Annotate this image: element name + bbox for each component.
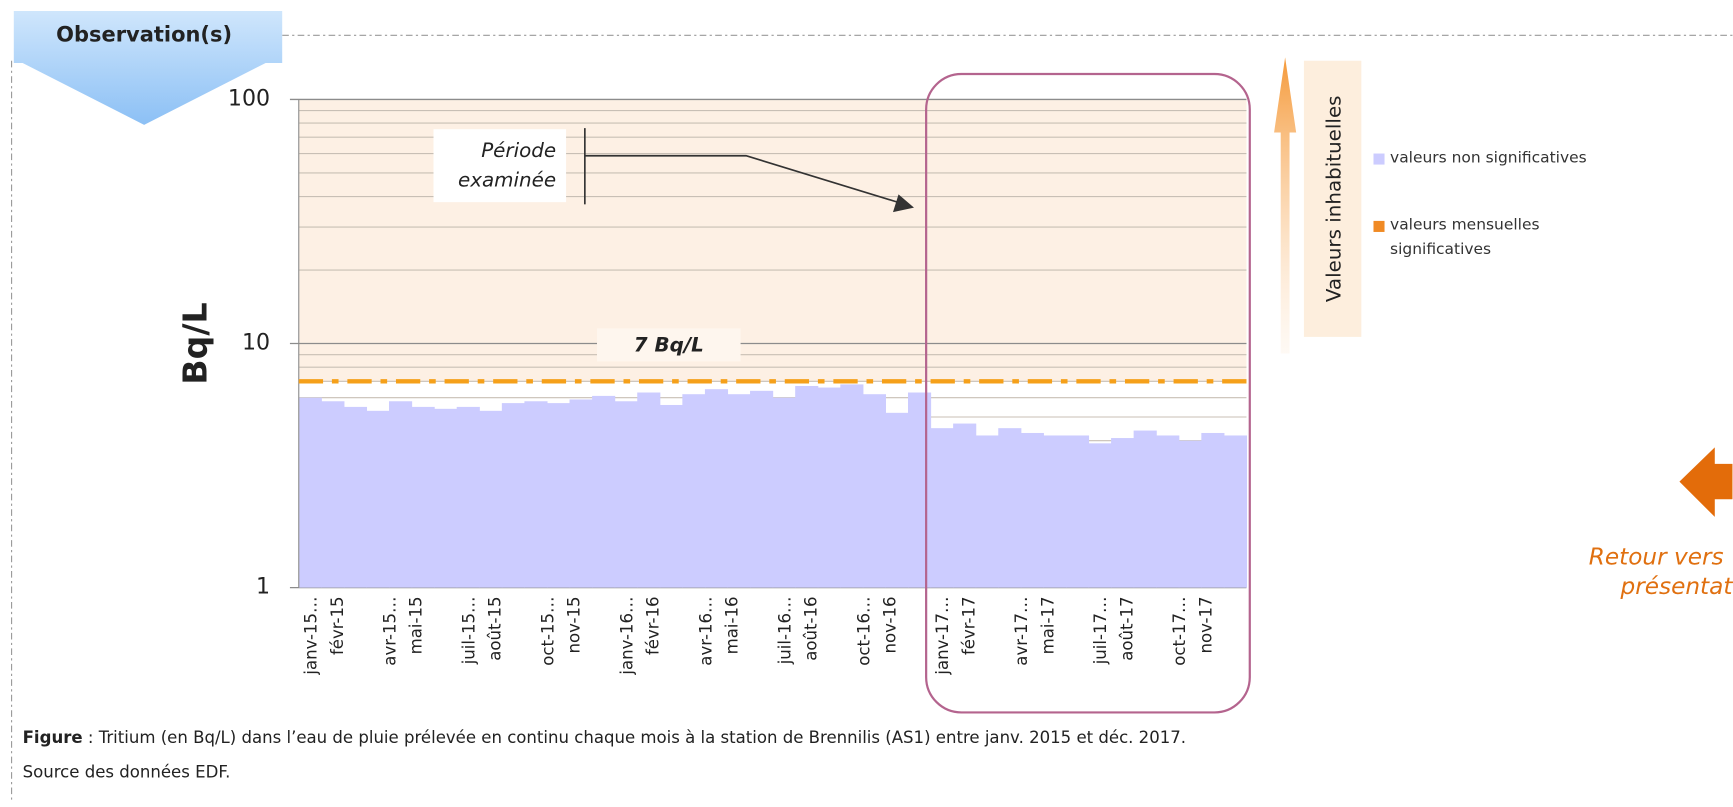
- bar: [321, 401, 345, 588]
- header: Observation(s): [56, 22, 232, 46]
- caption-lead: Figure: [23, 727, 83, 746]
- legend-item: valeurs mensuelles significatives: [1390, 216, 1540, 259]
- x-tick-label: août-17: [1117, 596, 1136, 660]
- bar: [1156, 435, 1180, 588]
- highlight-box: [925, 72, 1251, 714]
- caption: Figure : Tritium (en Bq/L) dans l’eau de…: [23, 727, 1186, 746]
- bar: [659, 404, 683, 588]
- x-tick-label: mai-16: [723, 596, 742, 654]
- x-tick-label: janv-15…: [301, 596, 320, 675]
- bar: [434, 408, 458, 588]
- bar: [817, 387, 841, 588]
- x-tick-label: nov-17: [1196, 596, 1215, 653]
- x-tick-label: août-16: [802, 596, 821, 660]
- x-tick-label: oct-16…: [854, 596, 873, 665]
- bar: [930, 428, 954, 588]
- bar: [885, 412, 909, 588]
- bar: [411, 406, 435, 588]
- bar: [1043, 435, 1067, 588]
- bar: [366, 410, 390, 588]
- bar: [862, 394, 886, 588]
- x-tick-label: juil-15…: [459, 596, 478, 665]
- bar: [456, 406, 480, 588]
- bar: [795, 385, 819, 588]
- x-tick-label: août-15: [486, 596, 505, 660]
- x-tick-label: avr-17…: [1012, 596, 1031, 665]
- period-label: Période: [481, 139, 556, 162]
- back-link[interactable]: Retour vers: [1589, 543, 1724, 570]
- x-tick-label: juil-17…: [1091, 596, 1110, 665]
- x-tick-label: févr-17: [960, 596, 979, 655]
- bar: [682, 394, 706, 588]
- bar: [727, 394, 751, 588]
- legend-label: valeurs mensuelles significatives: [1390, 216, 1540, 259]
- x-tick-label: avr-16…: [696, 596, 715, 665]
- bar: [343, 406, 368, 588]
- bar: [704, 389, 729, 588]
- up-arrow: [1274, 57, 1297, 354]
- threshold-label-bg: [596, 328, 741, 362]
- side-label-bg: [1303, 60, 1362, 337]
- bar: [637, 392, 661, 588]
- bar: [524, 401, 548, 588]
- back-link[interactable]: présentat: [1620, 573, 1733, 600]
- bar: [750, 390, 774, 588]
- x-tick-label: avr-15…: [380, 596, 399, 665]
- back-arrow[interactable]: [1679, 447, 1733, 517]
- x-tick-label: oct-17…: [1170, 596, 1189, 665]
- bar: [975, 435, 999, 588]
- x-tick-label: mai-17: [1039, 596, 1058, 654]
- header-shape: [13, 11, 283, 125]
- legend-item: valeurs non significatives: [1390, 149, 1587, 167]
- bar: [479, 410, 503, 588]
- legend-label: valeurs non significatives: [1390, 149, 1587, 167]
- bar: [1133, 430, 1157, 588]
- x-tick-label: mai-15: [407, 596, 426, 654]
- bar: [546, 403, 571, 588]
- period-arrow: [584, 154, 898, 203]
- threshold-label: 7 Bq/L: [634, 333, 704, 356]
- bar: [501, 403, 525, 588]
- bar: [298, 397, 322, 588]
- bar: [1201, 432, 1225, 588]
- bar: [953, 423, 977, 588]
- bar: [592, 395, 616, 588]
- bar: [569, 399, 593, 588]
- x-tick-label: juil-16…: [775, 596, 794, 665]
- x-tick-label: févr-16: [644, 596, 663, 655]
- caption-source: Source des données EDF.: [23, 763, 231, 782]
- legend-swatch: [1373, 153, 1385, 165]
- bar: [1065, 435, 1090, 588]
- caption-text: : Tritium (en Bq/L) dans l’eau de pluie …: [83, 727, 1186, 746]
- bar: [1223, 435, 1248, 588]
- period-label: examinée: [458, 169, 556, 192]
- bar: [1178, 440, 1202, 588]
- bar: [1020, 432, 1044, 588]
- y-axis-label: Bq/L: [176, 302, 215, 384]
- y-tick-label: 10: [242, 330, 270, 356]
- x-tick-label: janv-16…: [617, 596, 636, 675]
- x-tick-label: nov-15: [565, 596, 584, 653]
- bar: [614, 401, 638, 588]
- bar: [840, 384, 864, 588]
- period-arrowhead: [893, 194, 914, 213]
- x-tick-label: févr-15: [328, 596, 347, 655]
- bar: [1111, 438, 1135, 588]
- bar: [389, 401, 413, 588]
- bar: [998, 428, 1022, 588]
- bar: [772, 397, 796, 588]
- side-label: Valeurs inhabituelles: [1322, 95, 1345, 302]
- bar: [1088, 443, 1112, 588]
- y-tick-label: 1: [256, 574, 270, 600]
- x-tick-label: janv-17…: [933, 596, 952, 675]
- y-tick-label: 100: [228, 85, 270, 111]
- x-tick-label: nov-16: [881, 596, 900, 653]
- bar: [907, 392, 932, 588]
- x-tick-label: oct-15…: [538, 596, 557, 665]
- period-box: [433, 129, 567, 203]
- legend-swatch: [1373, 220, 1385, 232]
